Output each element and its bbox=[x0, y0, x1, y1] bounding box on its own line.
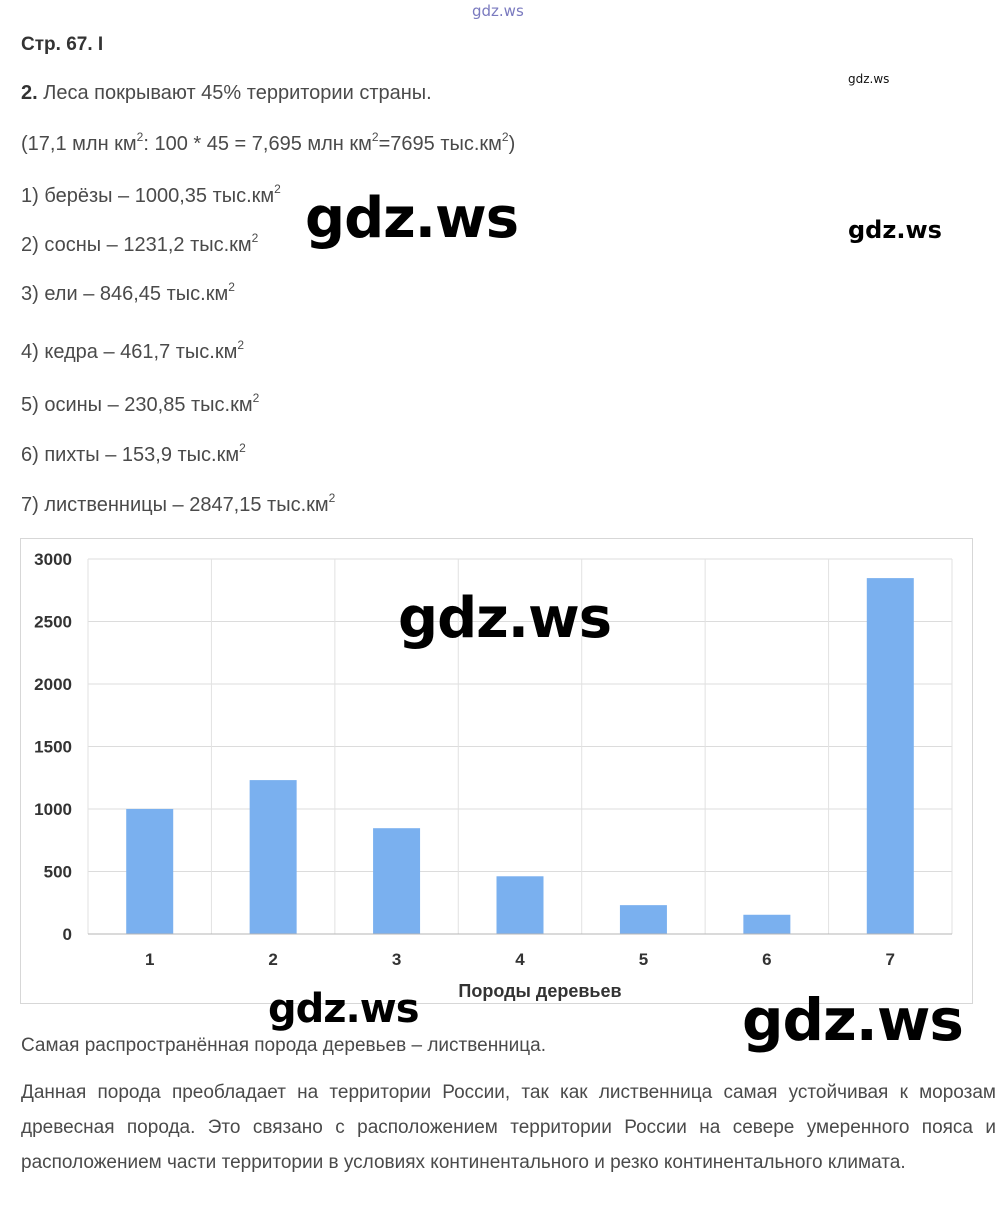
bar bbox=[126, 808, 174, 934]
bar bbox=[866, 578, 914, 934]
superscript: 2 bbox=[251, 231, 259, 245]
task-number: 2. bbox=[21, 82, 38, 104]
x-axis-title: Породы деревьев bbox=[458, 981, 621, 1001]
bar bbox=[743, 914, 791, 934]
bar bbox=[496, 876, 544, 934]
list-item-text: 6) пихты – 153,9 тыс.км bbox=[21, 444, 240, 466]
explanation-text: Данная порода преобладает на территории … bbox=[21, 1082, 996, 1173]
x-tick-label: 5 bbox=[639, 950, 648, 969]
superscript: 2 bbox=[228, 280, 235, 294]
superscript: 2 bbox=[274, 182, 281, 196]
x-tick-label: 4 bbox=[515, 950, 525, 969]
task-line: 2. Леса покрывают 45% территории страны. bbox=[21, 82, 432, 105]
calc-part: : 100 * 45 = 7,695 млн км bbox=[143, 133, 372, 155]
list-item-text: 1) берёзы – 1000,35 тыс.км bbox=[21, 185, 275, 207]
calculation-line: (17,1 млн км2: 100 * 45 = 7,695 млн км2=… bbox=[21, 130, 515, 156]
list-item: 4) кедра – 461,7 тыс.км2 bbox=[21, 338, 244, 364]
bar bbox=[249, 780, 297, 934]
calc-part: ) bbox=[508, 133, 516, 155]
list-item: 1) берёзы – 1000,35 тыс.км2 bbox=[21, 182, 281, 208]
x-tick-label: 2 bbox=[268, 950, 277, 969]
list-item: 2) сосны – 1231,2 тыс.км2 bbox=[21, 231, 258, 257]
bar-chart-svg: 0 500 1000 1500 2000 2500 3000 1 2 3 4 5 6 7 Породы де… bbox=[34, 550, 953, 1001]
y-tick-label: 0 bbox=[63, 925, 72, 944]
x-tick-label: 6 bbox=[762, 950, 771, 969]
watermark: gdz.ws bbox=[742, 986, 964, 1054]
y-tick-label: 3000 bbox=[34, 550, 72, 569]
y-tick-label: 2500 bbox=[34, 613, 72, 632]
x-tick-label: 3 bbox=[392, 950, 401, 969]
superscript: 2 bbox=[371, 130, 379, 144]
calc-part: (17,1 млн км bbox=[21, 133, 137, 155]
list-item-text: 4) кедра – 461,7 тыс.км bbox=[21, 341, 238, 363]
bar bbox=[619, 905, 667, 934]
superscript: 2 bbox=[237, 338, 245, 352]
conclusion-text: Самая распространённая порода деревьев –… bbox=[21, 1035, 547, 1056]
superscript: 2 bbox=[501, 130, 509, 144]
superscript: 2 bbox=[136, 130, 144, 144]
watermark: gdz.ws bbox=[268, 986, 420, 1032]
watermark: gdz.ws bbox=[848, 72, 890, 86]
y-tick-label: 1000 bbox=[34, 800, 72, 819]
superscript: 2 bbox=[328, 491, 336, 505]
list-item-text: 3) ели – 846,45 тыс.км bbox=[21, 283, 229, 305]
list-item: 3) ели – 846,45 тыс.км2 bbox=[21, 280, 235, 306]
list-item: 7) лиственницы – 2847,15 тыс.км2 bbox=[21, 491, 335, 517]
list-item-text: 2) сосны – 1231,2 тыс.км bbox=[21, 234, 252, 256]
watermark: gdz.ws bbox=[848, 216, 942, 244]
task-text: Леса покрывают 45% территории страны. bbox=[43, 82, 432, 104]
list-item: 5) осины – 230,85 тыс.км2 bbox=[21, 391, 259, 417]
watermark: gdz.ws bbox=[398, 586, 612, 651]
x-tick-label: 1 bbox=[145, 950, 154, 969]
x-tick-label: 7 bbox=[886, 950, 895, 969]
watermark: gdz.ws bbox=[305, 186, 519, 251]
bar bbox=[373, 828, 421, 934]
page-header: Стр. 67. I bbox=[21, 34, 104, 55]
y-tick-label: 500 bbox=[44, 863, 72, 882]
list-item: 6) пихты – 153,9 тыс.км2 bbox=[21, 441, 246, 467]
bar-chart: 0 500 1000 1500 2000 2500 3000 1 2 3 4 5 6 7 Породы де… bbox=[20, 538, 973, 1004]
superscript: 2 bbox=[239, 441, 246, 455]
superscript: 2 bbox=[252, 391, 260, 405]
watermark: gdz.ws bbox=[472, 2, 524, 20]
y-tick-label: 2000 bbox=[34, 675, 72, 694]
list-item-text: 5) осины – 230,85 тыс.км bbox=[21, 394, 253, 416]
calc-part: =7695 тыс.км bbox=[378, 133, 502, 155]
list-item-text: 7) лиственницы – 2847,15 тыс.км bbox=[21, 494, 329, 516]
y-tick-label: 1500 bbox=[34, 738, 72, 757]
